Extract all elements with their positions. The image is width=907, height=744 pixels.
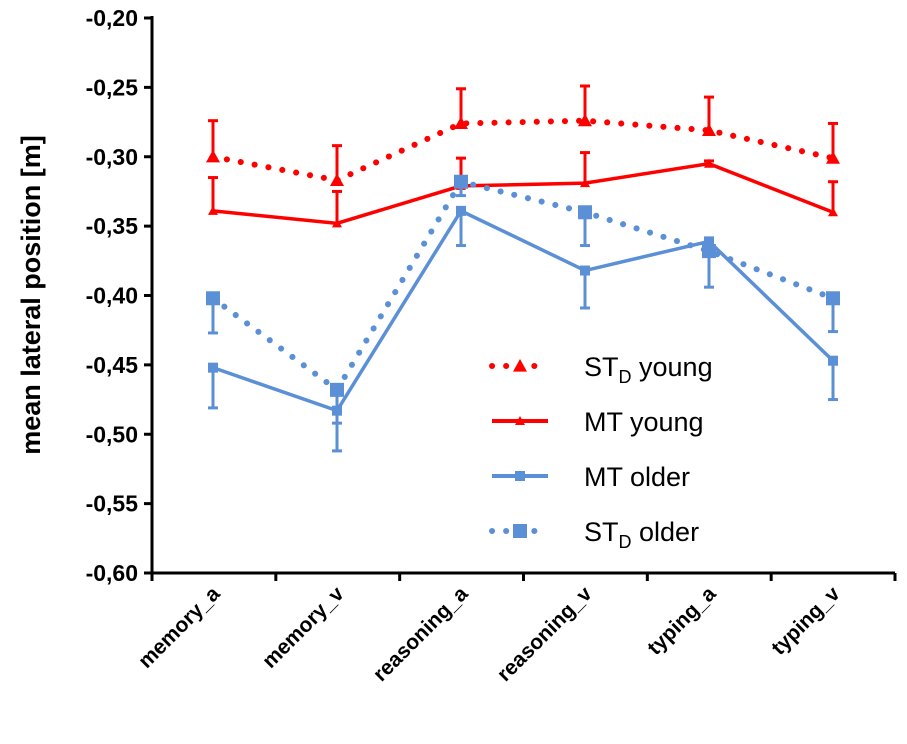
square-marker <box>515 471 525 481</box>
square-marker <box>578 205 592 220</box>
legend-label: STD young <box>584 352 713 387</box>
triangle-marker <box>704 158 714 168</box>
y-tick-label: -0,30 <box>86 144 138 170</box>
square-marker <box>702 244 716 259</box>
series-st-d-older <box>206 174 840 425</box>
y-tick-label: -0,50 <box>86 421 138 447</box>
triangle-marker <box>580 178 590 188</box>
series-line <box>210 117 836 184</box>
x-tick-label: typing_a <box>643 582 721 660</box>
square-marker <box>826 291 840 306</box>
legend-label: STD older <box>584 517 699 552</box>
square-marker <box>454 174 468 189</box>
triangle-marker <box>515 416 525 425</box>
series-st-d-young <box>206 84 840 186</box>
legend-entry: MT older <box>492 462 690 492</box>
triangle-marker <box>332 218 342 228</box>
square-marker <box>580 265 590 276</box>
x-tick-label: memory_v <box>258 582 349 673</box>
triangle-marker <box>206 149 220 163</box>
y-tick-label: -0,25 <box>86 74 139 100</box>
triangle-marker <box>454 116 468 130</box>
legend-label: MT young <box>584 407 704 437</box>
square-marker <box>206 291 220 306</box>
x-tick-label: reasoning_a <box>369 582 473 686</box>
x-tick-label: typing_v <box>767 582 845 660</box>
triangle-marker <box>208 205 218 215</box>
series-line <box>212 161 834 226</box>
triangle-marker <box>330 173 344 186</box>
y-tick-label: -0,45 <box>86 352 139 378</box>
triangle-marker <box>578 113 592 127</box>
square-marker <box>704 236 714 247</box>
x-tick-label: memory_a <box>134 582 225 673</box>
square-marker <box>208 362 218 373</box>
x-tick-label: reasoning_v <box>493 582 597 686</box>
legend-entry: MT young <box>492 407 704 437</box>
y-tick-label: -0,20 <box>86 5 138 31</box>
triangle-marker <box>513 359 527 372</box>
y-tick-label: -0,40 <box>86 283 138 309</box>
y-tick-label: -0,60 <box>86 560 138 586</box>
y-tick-label: -0,35 <box>86 213 139 239</box>
y-axis-label: mean lateral position [m] <box>16 135 46 455</box>
legend-entry: STD young <box>489 352 713 387</box>
series-mt-young <box>208 151 838 228</box>
square-marker <box>513 524 527 538</box>
legend-entry: STD older <box>489 517 699 552</box>
square-marker <box>330 382 344 397</box>
square-marker <box>828 355 838 366</box>
series-line <box>212 208 835 413</box>
square-marker <box>456 205 466 216</box>
triangle-marker <box>702 123 716 136</box>
series-mt-older <box>208 205 838 453</box>
triangle-marker <box>826 151 840 164</box>
y-tick-label: -0,55 <box>86 491 139 517</box>
series-line <box>210 178 836 395</box>
triangle-marker <box>828 207 838 217</box>
legend-label: MT older <box>584 462 690 492</box>
